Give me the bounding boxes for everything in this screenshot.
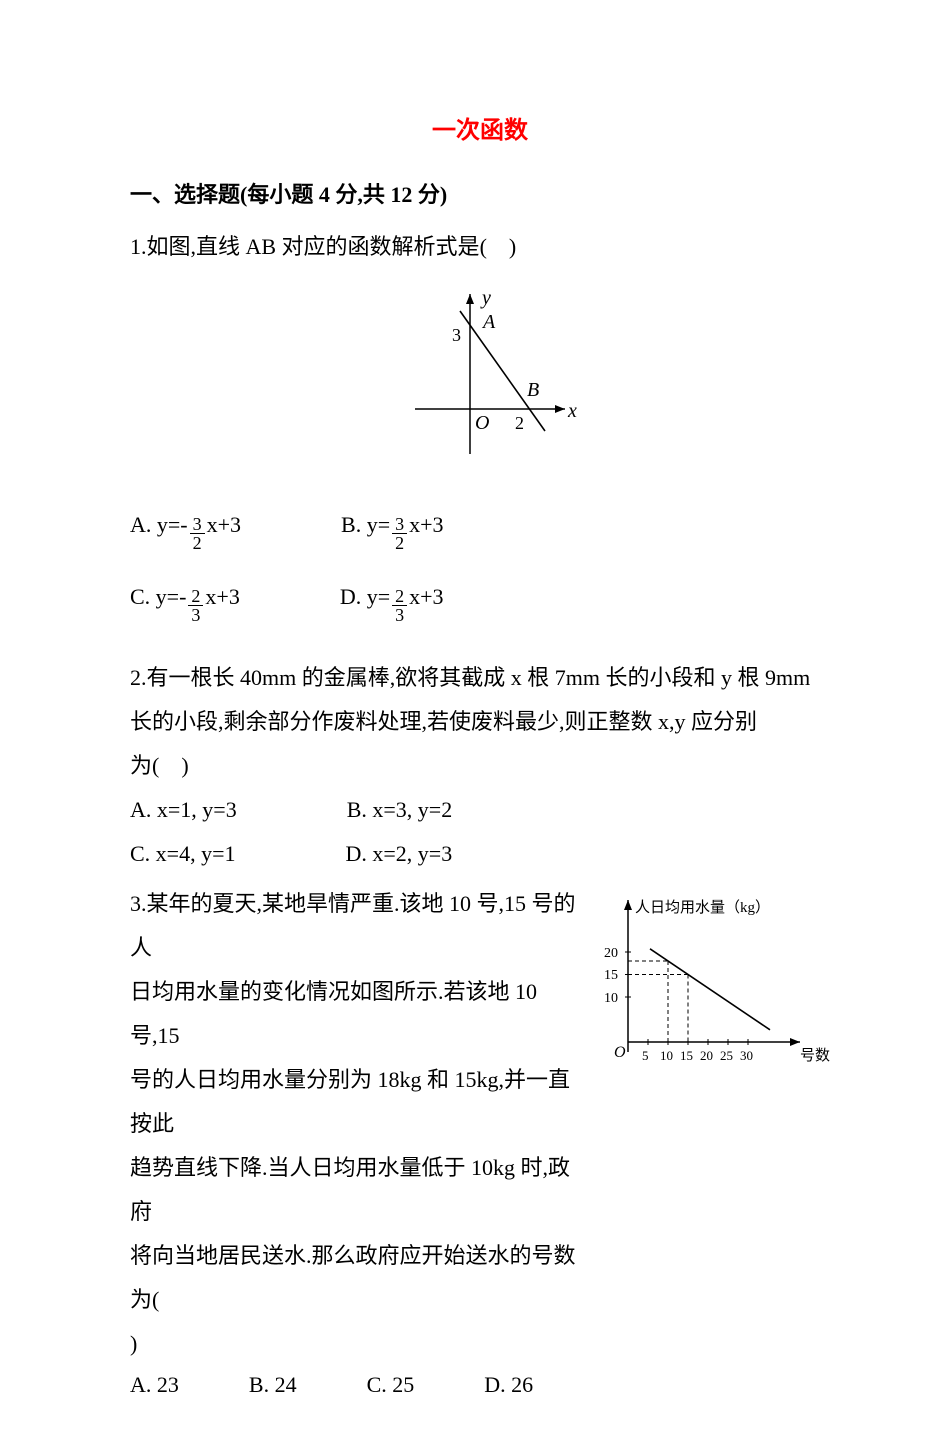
y-tick-label: 20 <box>604 946 618 961</box>
y-axis-arrow <box>466 294 474 304</box>
page: 一次函数 一、选择题(每小题 4 分,共 12 分) 1.如图,直线 AB 对应… <box>0 0 950 1438</box>
denominator: 3 <box>188 606 203 624</box>
q2-line3: 为( ) <box>130 744 830 788</box>
numerator: 2 <box>392 587 407 606</box>
opt-text: x+3 <box>207 512 241 538</box>
y-tick-label: 15 <box>604 968 618 983</box>
y-axis-label: 人日均用水量（kg） <box>635 899 770 916</box>
q3-line: ) <box>130 1322 582 1366</box>
q3-line: 日均用水量的变化情况如图所示.若该地 10 号,15 <box>130 970 582 1058</box>
q3-opt-b: B. 24 <box>249 1372 297 1398</box>
y-label: y <box>480 287 491 309</box>
numerator: 3 <box>392 515 407 534</box>
section-heading: 一、选择题(每小题 4 分,共 12 分) <box>130 173 830 217</box>
opt-text: C. y=- <box>130 584 186 610</box>
opt-text: x+3 <box>409 512 443 538</box>
denominator: 3 <box>392 606 407 624</box>
q2-line2: 长的小段,剩余部分作废料处理,若使废料最少,则正整数 x,y 应分别 <box>130 700 830 744</box>
origin-label: O <box>614 1044 626 1061</box>
x-tick-label: 25 <box>720 1048 733 1063</box>
q2-opt-d: D. x=2, y=3 <box>346 832 453 876</box>
q1-opt-d: D. y= 2 3 x+3 <box>340 584 444 626</box>
y-axis-arrow <box>624 900 632 910</box>
q3-line: 趋势直线下降.当人日均用水量低于 10kg 时,政府 <box>130 1146 582 1234</box>
q1-stem: 1.如图,直线 AB 对应的函数解析式是( ) <box>130 225 830 269</box>
denominator: 2 <box>392 534 407 552</box>
y-tick-3: 3 <box>452 325 461 345</box>
q1-options-row2: C. y=- 2 3 x+3 D. y= 2 3 x+3 <box>130 584 830 626</box>
q2-options-row1: A. x=1, y=3 B. x=3, y=2 <box>130 788 830 832</box>
opt-text: x+3 <box>409 584 443 610</box>
q3-line: 将向当地居民送水.那么政府应开始送水的号数为( <box>130 1234 582 1322</box>
opt-text: x+3 <box>205 584 239 610</box>
page-title: 一次函数 <box>130 110 830 145</box>
denominator: 2 <box>190 534 205 552</box>
x-tick-label: 15 <box>680 1048 693 1063</box>
q1-svg: y x A B 3 2 O <box>370 279 590 479</box>
q1-opt-b: B. y= 3 2 x+3 <box>341 512 444 554</box>
numerator: 2 <box>188 587 203 606</box>
q2-line1: 2.有一根长 40mm 的金属棒,欲将其截成 x 根 7mm 长的小段和 y 根… <box>130 656 830 700</box>
line-ab <box>460 311 545 431</box>
x-tick-label: 5 <box>642 1048 649 1063</box>
q2-stem: 2.有一根长 40mm 的金属棒,欲将其截成 x 根 7mm 长的小段和 y 根… <box>130 656 830 788</box>
q2-opt-a: A. x=1, y=3 <box>130 788 237 832</box>
q3-options: A. 23 B. 24 C. 25 D. 26 <box>130 1372 830 1398</box>
numerator: 3 <box>190 515 205 534</box>
q2-options-row2: C. x=4, y=1 D. x=2, y=3 <box>130 832 830 876</box>
x-label: x <box>567 400 577 422</box>
q3-svg: 10 15 20 5 10 15 20 25 30 <box>600 882 830 1082</box>
q3-text: 3.某年的夏天,某地旱情严重.该地 10 号,15 号的人 日均用水量的变化情况… <box>130 882 582 1366</box>
q1-options-row1: A. y=- 3 2 x+3 B. y= 3 2 x+3 <box>130 512 830 554</box>
x-tick-label: 10 <box>660 1048 673 1063</box>
q3-opt-a: A. 23 <box>130 1372 179 1398</box>
x-tick-label: 20 <box>700 1048 713 1063</box>
fraction: 2 3 <box>392 587 407 624</box>
q2-opt-c: C. x=4, y=1 <box>130 832 236 876</box>
opt-text: A. y=- <box>130 512 188 538</box>
q3-opt-d: D. 26 <box>484 1372 533 1398</box>
q3-opt-c: C. 25 <box>367 1372 415 1398</box>
q1-opt-a: A. y=- 3 2 x+3 <box>130 512 241 554</box>
x-axis-arrow <box>790 1038 800 1046</box>
origin-label: O <box>475 412 489 434</box>
q1-opt-c: C. y=- 2 3 x+3 <box>130 584 240 626</box>
x-tick-label: 30 <box>740 1048 753 1063</box>
x-tick-2: 2 <box>515 413 524 433</box>
opt-text: B. y= <box>341 512 390 538</box>
q2-opt-b: B. x=3, y=2 <box>347 788 453 832</box>
fraction: 2 3 <box>188 587 203 624</box>
q3-figure: 10 15 20 5 10 15 20 25 30 <box>600 882 830 1087</box>
q1-figure: y x A B 3 2 O <box>130 279 830 484</box>
fraction: 3 2 <box>392 515 407 552</box>
q3-line: 号的人日均用水量分别为 18kg 和 15kg,并一直按此 <box>130 1058 582 1146</box>
b-label: B <box>527 379 539 401</box>
q3-line: 3.某年的夏天,某地旱情严重.该地 10 号,15 号的人 <box>130 882 582 970</box>
a-label: A <box>481 311 496 333</box>
opt-text: D. y= <box>340 584 390 610</box>
y-tick-label: 10 <box>604 991 618 1006</box>
x-axis-arrow <box>555 405 565 413</box>
q3-block: 3.某年的夏天,某地旱情严重.该地 10 号,15 号的人 日均用水量的变化情况… <box>130 882 830 1366</box>
x-axis-label: 号数 <box>800 1047 830 1064</box>
fraction: 3 2 <box>190 515 205 552</box>
